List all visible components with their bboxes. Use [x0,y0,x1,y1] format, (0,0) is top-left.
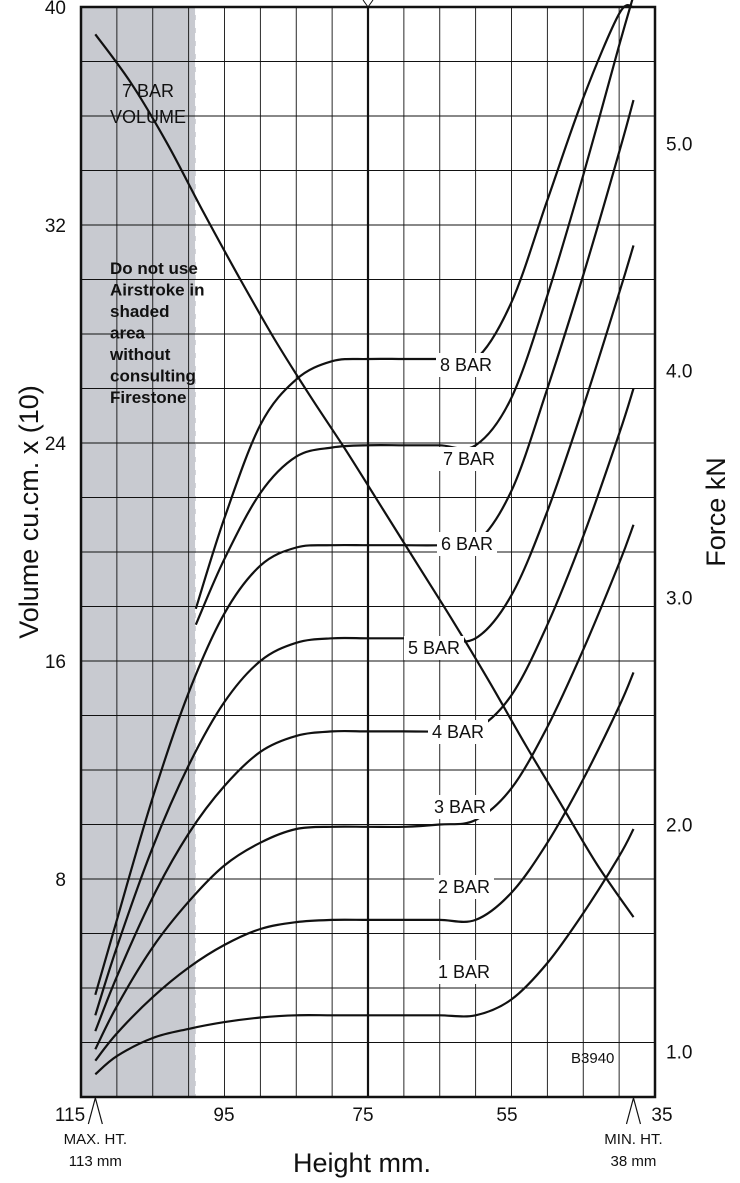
force-curve-2-bar [94,671,635,1062]
x-tick-label: 75 [352,1105,373,1126]
shaded-note-line: area [110,324,146,343]
volume-label-line: 7 BAR [122,81,174,101]
series-label-bg [428,720,488,744]
series-label-7-bar: 7 BAR [443,449,495,469]
series-label-bg [434,960,494,984]
y-right-tick-label: 5.0 [666,134,692,155]
figure-code: B3940 [571,1050,614,1067]
y-left-tick-label: 16 [45,652,66,673]
y-left-tick-label: 40 [45,0,66,19]
min-height-label: MIN. HT. [604,1131,662,1148]
shaded-note-line: shaded [110,302,170,321]
min-height-marker [632,1097,642,1125]
min-height-label: 38 mm [611,1153,657,1170]
max-height-marker [94,1097,103,1125]
series-label-5-bar: 5 BAR [408,638,460,658]
series-label-8-bar: 8 BAR [440,355,492,375]
shaded-note-line: Airstroke in [110,281,204,300]
volume-label-line: VOLUME [110,107,186,127]
series-label-1-bar: 1 BAR [438,962,490,982]
force-curve-8-bar [194,4,634,610]
force-curve-3-bar [94,524,635,1050]
max-height-label: MAX. HT. [64,1131,127,1148]
x-axis-title: Height mm. [293,1148,431,1178]
force-curve-5-bar [94,245,635,1016]
y-right-tick-label: 4.0 [666,361,692,382]
y-axis-left-title: Volume cu.cm. x (10) [14,385,44,639]
series-label-2-bar: 2 BAR [438,877,490,897]
y-right-tick-label: 3.0 [666,588,692,609]
y-right-tick-label: 2.0 [666,816,692,837]
shaded-note-line: Firestone [110,388,187,407]
series-label-bg [436,353,496,377]
y-axis-right-title: Force kN [701,457,731,567]
series-label-6-bar: 6 BAR [441,534,493,554]
series-label-bg [430,795,490,819]
series-label-bg [404,636,464,660]
shaded-note-line: consulting [110,367,196,386]
series-label-4-bar: 4 BAR [432,722,484,742]
y-left-tick-label: 32 [45,216,66,237]
volume-curve [94,33,635,918]
force-curve-7-bar [194,0,634,626]
y-left-tick-label: 8 [55,870,66,891]
max-height-marker [87,1097,96,1125]
max-height-label: 113 mm [69,1153,122,1170]
x-tick-label: 115 [55,1105,85,1126]
curve-layer [94,0,635,1076]
x-tick-label: 55 [496,1105,517,1126]
series-label-bg [439,447,499,471]
series-label-bg [437,532,497,556]
x-tick-label: 95 [213,1105,234,1126]
min-height-marker [625,1097,635,1125]
plot-frame [79,5,657,1099]
y-left-tick-label: 24 [45,434,67,455]
shaded-note-line: Do not use [110,259,198,278]
x-tick-label: 35 [651,1105,672,1126]
label-layer: 8 16 24 32 40 1.0 2.0 3.0 4.0 5.0 115 95 75 55 35 Do no… [45,0,693,1170]
force-curve-4-bar [94,388,635,1032]
y-right-tick-label: 1.0 [666,1043,692,1064]
force-curve-1-bar [94,828,635,1076]
force-curve-6-bar [94,99,635,996]
series-label-bg [434,875,494,899]
series-label-3-bar: 3 BAR [434,797,486,817]
shaded-note-line: without [109,345,171,364]
